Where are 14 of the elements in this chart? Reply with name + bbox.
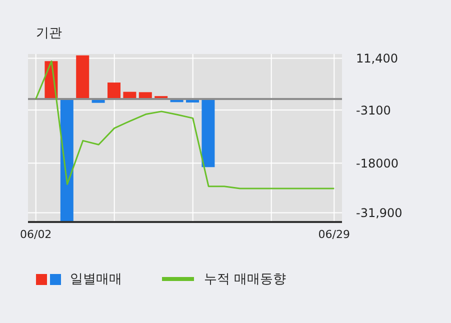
bar (76, 55, 90, 99)
y-tick-label: -31,900 (356, 206, 402, 220)
y-tick-label: -18000 (356, 156, 399, 170)
x-tick-label: 06/29 (318, 228, 350, 241)
chart-title: 기관 (36, 25, 62, 42)
bar (202, 98, 215, 168)
x-tick-label: 06/02 (20, 228, 52, 241)
bar (108, 82, 120, 99)
legend-label: 일별매매 (70, 271, 122, 288)
bar (60, 98, 74, 222)
y-tick-label: 11,400 (356, 52, 398, 66)
y-tick-label: -3100 (356, 103, 391, 118)
line-series (35, 60, 335, 190)
legend-label: 누적 매매동향 (204, 271, 286, 288)
